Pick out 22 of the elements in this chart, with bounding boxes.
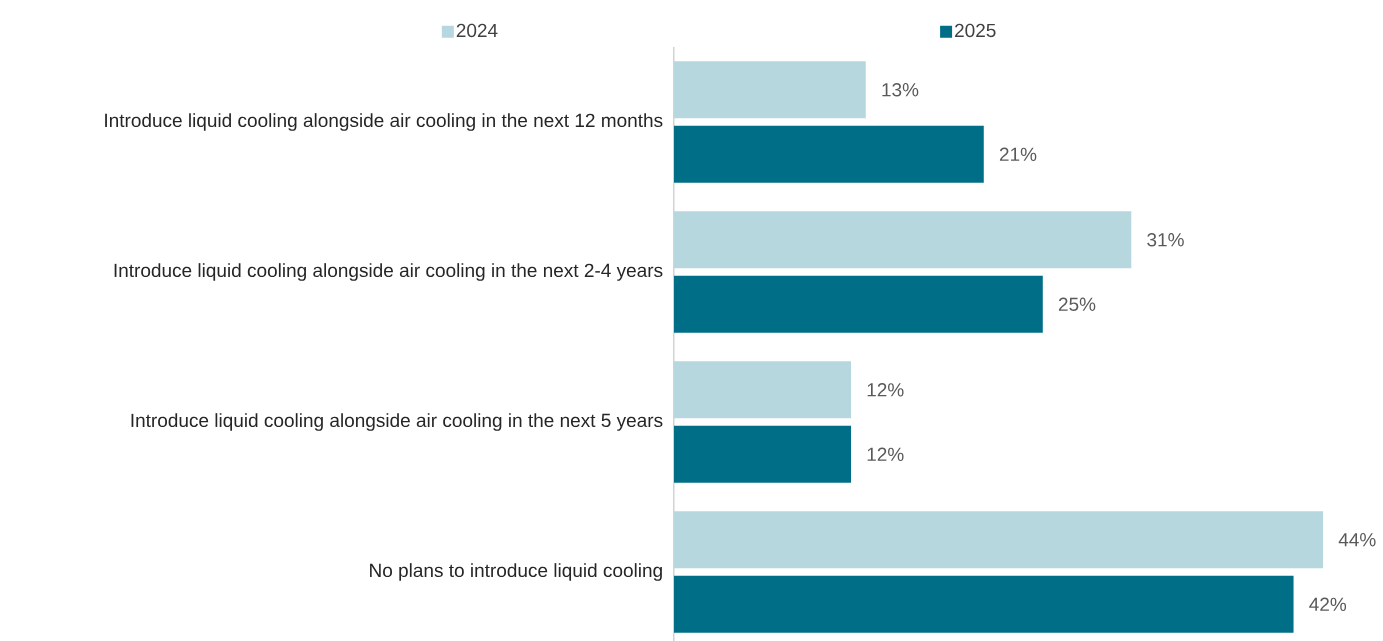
y-tick-label: No plans to introduce liquid cooling [370,563,662,581]
y-tick-label: Introduce liquid cooling alongside air cooling in the next 5 years [131,413,663,431]
bar [674,425,852,483]
data-label: 42% [1309,597,1347,611]
data-label: 25% [1058,297,1096,311]
data-label: 13% [882,83,919,97]
bar [674,211,1132,269]
bar [674,511,1324,569]
bar [674,275,1043,333]
legend-label: 2025 [955,23,996,38]
bar [674,61,866,119]
data-label: 12% [867,447,904,461]
legend-label: 2024 [456,23,498,38]
bar [674,361,852,419]
data-label: 31% [1147,233,1184,247]
y-tick-label: Introduce liquid cooling alongside air cooling in the next 2-4 years [114,263,663,281]
bar [674,575,1294,633]
data-label: 12% [867,383,904,397]
data-label: 44% [1338,533,1376,547]
data-label: 21% [999,147,1037,161]
bar [674,125,984,183]
y-tick-label: Introduce liquid cooling alongside air cooling in the next 12 months [105,113,663,131]
